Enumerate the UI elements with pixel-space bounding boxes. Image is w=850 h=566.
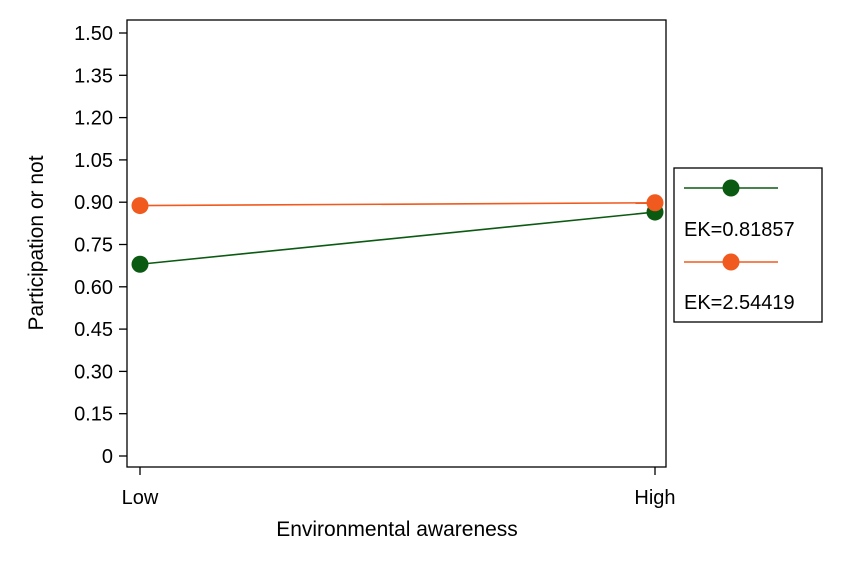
legend-label-series-2: EK=2.54419 <box>684 292 795 314</box>
data-point-series-1 <box>131 255 149 273</box>
y-tick-label: 1.35 <box>74 65 113 87</box>
y-tick-label: 1.20 <box>74 108 113 130</box>
y-tick-label: 0 <box>102 446 113 468</box>
legend: EK=0.81857 EK=2.54419 <box>673 167 823 323</box>
x-tick-label: Low <box>122 487 159 509</box>
y-tick-label: 0.45 <box>74 319 113 341</box>
y-axis-title: Participation or not <box>25 155 48 330</box>
data-point-series-2 <box>131 197 149 215</box>
y-tick-label: 1.05 <box>74 150 113 172</box>
y-tick-label: 0.60 <box>74 277 113 299</box>
y-tick-label: 1.50 <box>74 23 113 45</box>
series-layer <box>131 194 664 273</box>
y-tick-label: 0.75 <box>74 235 113 257</box>
legend-marker-series-1 <box>722 179 740 197</box>
y-tick-label: 0.15 <box>74 404 113 426</box>
x-tick-label: High <box>634 487 675 509</box>
data-point-series-2 <box>646 194 664 212</box>
y-axis: 0 0.15 0.30 0.45 0.60 0.75 0.90 1.05 1.20 1.35 1.5… <box>74 23 127 468</box>
series-line-2 <box>139 201 656 207</box>
y-tick-label: 0.30 <box>74 361 113 383</box>
plot-frame <box>126 19 667 468</box>
legend-label-series-1: EK=0.81857 <box>684 219 795 241</box>
y-tick-label: 0.90 <box>74 192 113 214</box>
x-axis: Low High <box>122 467 676 509</box>
x-axis-title: Environmental awareness <box>276 518 518 541</box>
legend-box <box>673 167 823 323</box>
legend-marker-series-2 <box>722 253 740 271</box>
series-line-1 <box>139 211 656 266</box>
